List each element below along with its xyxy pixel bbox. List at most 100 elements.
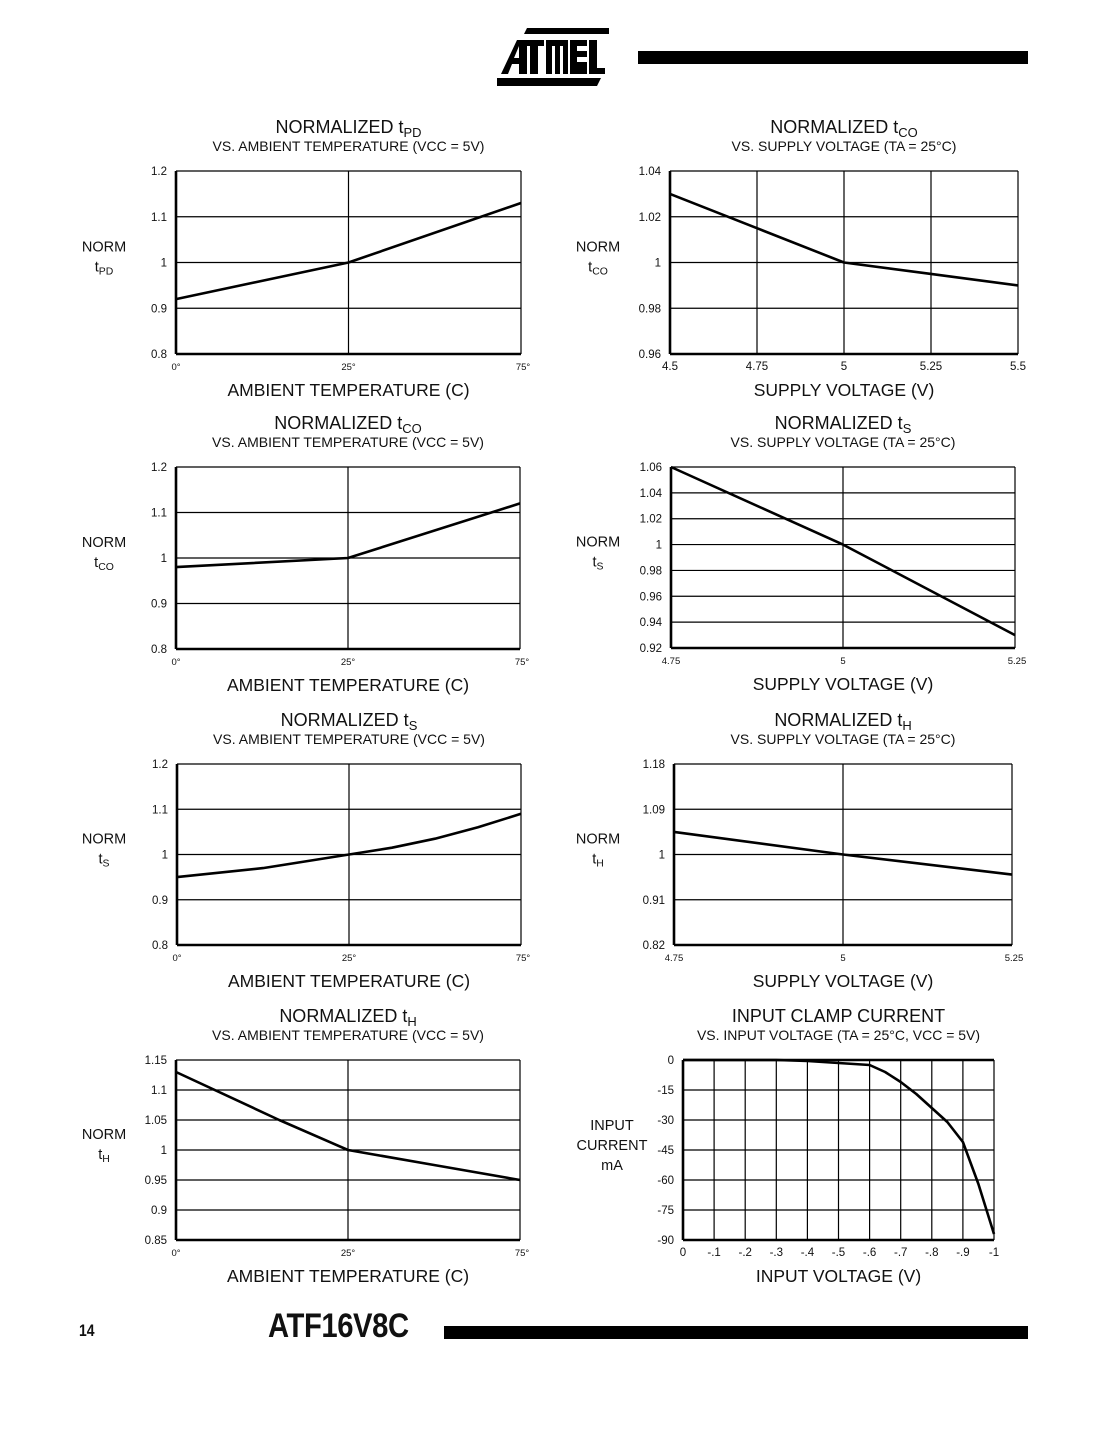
- chart-tco-vs-voltage: NORMALIZED tCO VS. SUPPLY VOLTAGE (TA = 2…: [560, 111, 1050, 414]
- y-tick-label: 1: [655, 258, 661, 270]
- x-tick-label: -.4: [801, 1247, 815, 1259]
- x-tick-label: 5: [841, 361, 847, 373]
- chart-title: NORMALIZED tH: [279, 1006, 416, 1029]
- page-number: 14: [79, 1321, 95, 1340]
- y-axis-label: tPD: [95, 260, 114, 278]
- y-tick-label: 1.1: [151, 1085, 167, 1097]
- x-tick-label: 5: [840, 953, 845, 964]
- y-tick-label: 1.2: [151, 462, 167, 474]
- y-axis-label: NORM: [82, 535, 126, 551]
- y-tick-label: 0.92: [640, 643, 662, 655]
- data-line: [175, 1070, 521, 1182]
- y-tick-label: 0.96: [640, 591, 662, 603]
- y-tick-label: 0.9: [151, 1205, 167, 1217]
- x-tick-label: 0: [680, 1247, 686, 1259]
- chart-title: NORMALIZED tS: [775, 413, 912, 436]
- chart-title: NORMALIZED tH: [774, 710, 911, 733]
- y-axis-label: CURRENT: [577, 1138, 648, 1154]
- x-tick-label: 0°: [172, 953, 181, 964]
- y-tick-label: 1: [162, 850, 168, 862]
- y-tick-label: 1.02: [639, 212, 661, 224]
- y-tick-label: 0.9: [151, 303, 167, 315]
- x-tick-label: 25°: [341, 1248, 356, 1259]
- chart-subtitle: VS. AMBIENT TEMPERATURE (VCC = 5V): [213, 731, 485, 747]
- x-tick-label: 5.25: [1008, 656, 1027, 667]
- x-tick-label: 5.25: [1005, 953, 1024, 964]
- y-axis-label: NORM: [82, 832, 126, 848]
- x-tick-label: 5: [840, 656, 845, 667]
- x-axis-label: AMBIENT TEMPERATURE (C): [227, 675, 469, 695]
- x-tick-label: 25°: [341, 657, 356, 668]
- x-tick-label: -.8: [925, 1247, 938, 1259]
- x-tick-label: 4.75: [662, 656, 681, 667]
- y-tick-label: 0.96: [639, 349, 661, 361]
- data-line: [683, 1058, 996, 1235]
- data-line: [669, 192, 1019, 287]
- document-title: ATF16V8C: [268, 1307, 409, 1345]
- x-tick-label: 75°: [516, 362, 531, 373]
- y-tick-label: -15: [657, 1085, 674, 1097]
- chart-subtitle: VS. SUPPLY VOLTAGE (TA = 25°C): [732, 138, 957, 154]
- x-tick-label: 25°: [342, 953, 357, 964]
- y-tick-label: 1.09: [643, 804, 665, 816]
- x-tick-label: 5.25: [920, 361, 942, 373]
- y-tick-label: 1: [161, 258, 167, 270]
- x-tick-label: 5.5: [1010, 361, 1026, 373]
- x-axis-label: SUPPLY VOLTAGE (V): [754, 380, 935, 400]
- chart-th-vs-temp: NORMALIZED tH VS. AMBIENT TEMPERATURE (VC…: [60, 1000, 550, 1300]
- x-axis-label: AMBIENT TEMPERATURE (C): [227, 1266, 469, 1286]
- x-tick-label: -.5: [832, 1247, 845, 1259]
- x-tick-label: 25°: [341, 362, 356, 373]
- chart-subtitle: VS. SUPPLY VOLTAGE (TA = 25°C): [731, 434, 956, 450]
- y-tick-label: -45: [657, 1145, 674, 1157]
- y-axis-label: tS: [593, 555, 604, 573]
- y-tick-label: 1: [161, 1145, 167, 1157]
- y-tick-label: 1.04: [640, 488, 663, 500]
- y-tick-label: 0.8: [151, 349, 167, 361]
- y-tick-label: 1.18: [643, 759, 665, 771]
- y-tick-label: 1.04: [639, 166, 662, 178]
- y-tick-label: 1.2: [151, 166, 167, 178]
- y-axis-label: NORM: [576, 535, 620, 551]
- y-tick-label: 0.8: [151, 644, 167, 656]
- y-axis-label: INPUT: [590, 1118, 634, 1134]
- x-tick-label: -.2: [738, 1247, 751, 1259]
- header-rule: [638, 51, 1028, 64]
- y-tick-label: 1: [161, 553, 167, 565]
- x-tick-label: 4.5: [662, 361, 678, 373]
- chart-subtitle: VS. AMBIENT TEMPERATURE (VCC = 5V): [212, 1027, 484, 1043]
- y-tick-label: -75: [657, 1205, 674, 1217]
- y-tick-label: 1.06: [640, 462, 662, 474]
- y-axis-label: tH: [592, 852, 604, 870]
- y-tick-label: 1.02: [640, 514, 662, 526]
- y-tick-label: 1.1: [151, 212, 167, 224]
- x-axis-label: AMBIENT TEMPERATURE (C): [228, 971, 470, 991]
- y-tick-label: -60: [657, 1175, 674, 1187]
- y-tick-label: 1.05: [145, 1115, 167, 1127]
- atmel-logo-icon: [497, 28, 609, 86]
- y-tick-label: 0.8: [152, 940, 168, 952]
- x-axis-label: SUPPLY VOLTAGE (V): [753, 674, 934, 694]
- chart-title: INPUT CLAMP CURRENT: [732, 1006, 945, 1026]
- y-axis-label: tCO: [94, 555, 114, 573]
- chart-tco-vs-temp: NORMALIZED tCO VS. AMBIENT TEMPERATURE (V…: [60, 407, 550, 709]
- x-tick-label: -.1: [707, 1247, 720, 1259]
- y-axis-label: NORM: [576, 240, 620, 256]
- data-line: [673, 830, 1013, 876]
- chart-tpd-vs-temp: NORMALIZED tPD VS. AMBIENT TEMPERATURE (V…: [60, 111, 550, 414]
- chart-input-clamp-current: INPUT CLAMP CURRENT VS. INPUT VOLTAGE (TA…: [560, 1000, 1050, 1300]
- footer-rule: [444, 1326, 1028, 1339]
- y-axis-label: tS: [99, 852, 110, 870]
- chart-subtitle: VS. INPUT VOLTAGE (TA = 25°C, VCC = 5V): [697, 1027, 980, 1043]
- y-tick-label: 0: [668, 1055, 674, 1067]
- x-axis-label: INPUT VOLTAGE (V): [756, 1266, 921, 1286]
- chart-subtitle: VS. AMBIENT TEMPERATURE (VCC = 5V): [212, 434, 484, 450]
- y-tick-label: 1.1: [152, 804, 168, 816]
- y-tick-label: 0.9: [151, 599, 167, 611]
- x-tick-label: 0°: [171, 362, 180, 373]
- y-tick-label: 1: [656, 540, 662, 552]
- y-axis-label: NORM: [82, 240, 126, 256]
- y-tick-label: 1.1: [151, 508, 167, 520]
- chart-subtitle: VS. SUPPLY VOLTAGE (TA = 25°C): [731, 731, 956, 747]
- x-axis-label: SUPPLY VOLTAGE (V): [753, 971, 934, 991]
